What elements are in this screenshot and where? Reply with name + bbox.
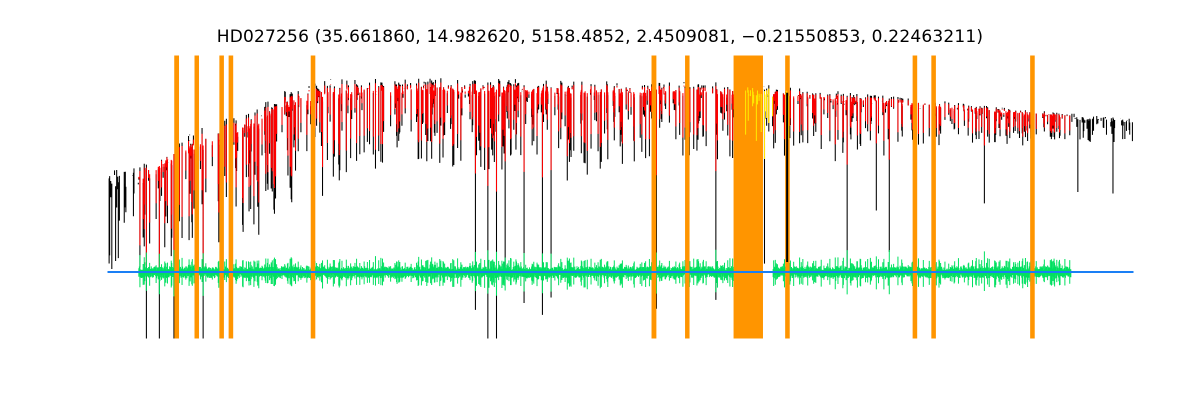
residual-spectrum [138, 249, 1072, 297]
plot-title: HD027256 (35.661860, 14.982620, 5158.485… [216, 27, 984, 47]
mask-band-overlay [174, 55, 180, 339]
mask-band-overlay [228, 55, 234, 339]
mask-band-overlay [219, 55, 224, 339]
spectrum-group [108, 78, 1133, 339]
mask-band-overlay [310, 55, 316, 339]
mask-band-overlay [194, 55, 199, 339]
mask-band-overlay [912, 55, 918, 339]
mask-band-overlay [931, 55, 936, 339]
mask-band-overlay [1030, 55, 1035, 339]
mask-band-overlay [685, 55, 690, 339]
model-spectrum [138, 82, 1071, 295]
mask-band-overlay [651, 55, 657, 339]
